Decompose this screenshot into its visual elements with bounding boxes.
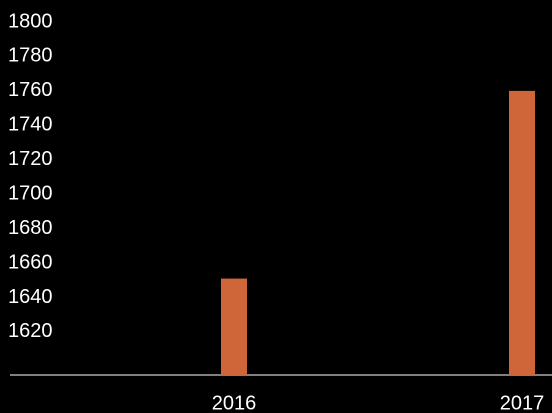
bar bbox=[509, 90, 535, 375]
bar bbox=[221, 278, 247, 375]
y-tick-label: 1700 bbox=[8, 182, 53, 204]
y-tick-label: 1720 bbox=[8, 148, 53, 170]
y-tick-label: 1760 bbox=[8, 79, 53, 101]
y-tick-label: 1740 bbox=[8, 114, 53, 136]
y-tick-label: 1620 bbox=[8, 320, 53, 342]
y-tick-label: 1660 bbox=[8, 251, 53, 273]
y-tick-label: 1800 bbox=[8, 10, 53, 32]
x-tick-label: 2017 bbox=[500, 392, 545, 413]
y-tick-label: 1680 bbox=[8, 217, 53, 239]
y-tick-label: 1780 bbox=[8, 45, 53, 67]
y-tick-label: 1640 bbox=[8, 286, 53, 308]
x-tick-label: 2016 bbox=[212, 392, 257, 413]
